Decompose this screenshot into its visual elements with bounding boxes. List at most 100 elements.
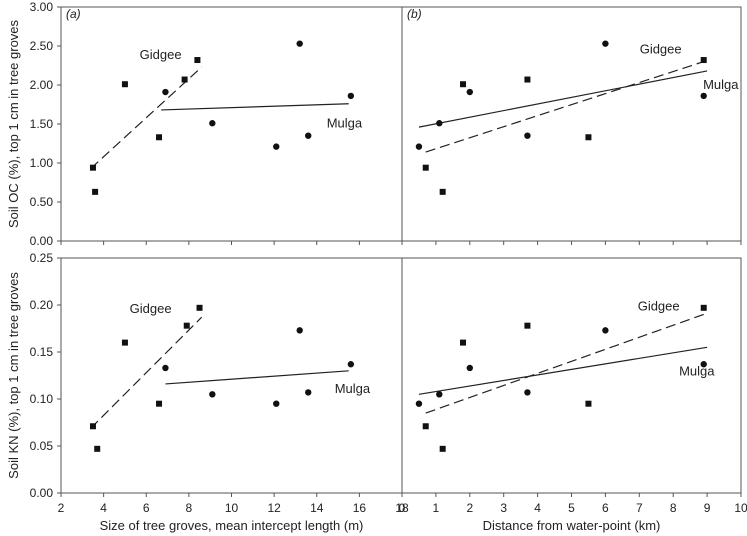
gidgee-point (156, 134, 163, 141)
gidgee-point (92, 188, 99, 195)
gidgee-point (439, 445, 446, 452)
gidgee-series-label: Gidgee (130, 301, 172, 316)
mulga-point (347, 92, 355, 100)
x-tick-label: 12 (267, 501, 281, 515)
x-tick-label: 6 (143, 501, 150, 515)
gidgee-series-label: Gidgee (640, 42, 682, 57)
y-tick-label: 0.20 (30, 298, 54, 312)
gidgee-point (524, 76, 531, 83)
y-tick-label: 2.00 (30, 78, 54, 92)
mulga-point (209, 391, 216, 398)
gidgee-trend-line (425, 313, 704, 414)
mulga-point (524, 389, 531, 396)
y-tick-label: 3.00 (30, 0, 54, 14)
x-tick-label: 4 (534, 501, 541, 515)
gidgee-point (121, 81, 128, 88)
x-tick-label: 4 (100, 501, 107, 515)
mulga-point (466, 364, 473, 372)
gidgee-trend-line (90, 66, 203, 169)
mulga-point (305, 132, 312, 139)
mulga-point (524, 132, 531, 139)
mulga-point (415, 143, 423, 150)
gidgee-trend-line (425, 61, 704, 153)
y-tick-label: 0.05 (30, 439, 54, 453)
gidgee-point (422, 164, 429, 171)
mulga-series-label: Mulga (679, 363, 715, 378)
x-tick-label: 9 (704, 501, 711, 515)
x-tick-label: 10 (225, 501, 239, 515)
gidgee-series-label: Gidgee (638, 298, 680, 313)
gidgee-point (94, 445, 101, 452)
gidgee-point (585, 400, 592, 407)
x-tick-label: 2 (58, 501, 65, 515)
gidgee-point (89, 423, 96, 430)
gidgee-point (700, 57, 707, 64)
x-axis-title: Distance from water-point (km) (483, 518, 661, 533)
mulga-trend-line (418, 70, 708, 128)
gidgee-point (460, 339, 467, 346)
y-tick-label: 1.50 (30, 117, 54, 131)
y-tick-label: 0.00 (30, 486, 54, 500)
y-tick-label: 0.50 (30, 195, 54, 209)
y-axis-title: Soil OC (%), top 1 cm in tree groves (6, 19, 21, 228)
mulga-series-label: Mulga (703, 77, 739, 92)
gidgee-point (181, 76, 188, 83)
mulga-point (273, 143, 280, 150)
y-tick-label: 2.50 (30, 39, 54, 53)
x-tick-label: 2 (466, 501, 473, 515)
mulga-series-label: Mulga (327, 116, 363, 131)
mulga-trend-line (165, 370, 349, 385)
mulga-point (273, 400, 280, 407)
y-tick-label: 0.10 (30, 392, 54, 406)
mulga-point (296, 40, 303, 47)
gidgee-point (121, 339, 128, 346)
x-tick-label: 1 (433, 501, 440, 515)
gidgee-point (700, 304, 707, 311)
mulga-series-label: Mulga (335, 381, 371, 396)
mulga-point (305, 389, 312, 396)
mulga-point (436, 120, 443, 127)
mulga-point (602, 40, 609, 47)
mulga-trend-line (418, 346, 708, 395)
y-axis-title: Soil KN (%), top 1 cm in tree groves (6, 272, 21, 479)
mulga-point (466, 88, 473, 96)
gidgee-point (196, 304, 203, 311)
mulga-point (436, 391, 443, 398)
mulga-point (602, 327, 609, 334)
gidgee-point (585, 134, 592, 141)
panel-label: (a) (66, 7, 81, 21)
y-tick-label: 0.00 (30, 234, 54, 248)
x-axis-title: Size of tree groves, mean intercept leng… (100, 518, 364, 533)
x-tick-label: 8 (186, 501, 193, 515)
gidgee-trend-line (90, 316, 203, 429)
mulga-point (162, 364, 169, 372)
x-tick-label: 3 (500, 501, 507, 515)
y-tick-label: 0.25 (30, 251, 54, 265)
panel-label: (b) (407, 7, 422, 21)
x-tick-label: 5 (568, 501, 575, 515)
gidgee-point (89, 164, 96, 171)
x-tick-label: 6 (602, 501, 609, 515)
gidgee-point (439, 188, 446, 195)
mulga-point (162, 88, 169, 96)
x-tick-label: 0 (399, 501, 406, 515)
mulga-point (700, 92, 707, 100)
gidgee-point (194, 57, 201, 64)
x-tick-label: 14 (310, 501, 324, 515)
gidgee-series-label: Gidgee (140, 47, 182, 62)
y-tick-label: 0.15 (30, 345, 54, 359)
mulga-point (209, 120, 216, 127)
x-tick-label: 16 (353, 501, 367, 515)
x-tick-label: 7 (636, 501, 643, 515)
panel-frame (401, 6, 742, 242)
gidgee-point (422, 423, 429, 430)
y-tick-label: 1.00 (30, 156, 54, 170)
x-tick-label: 8 (670, 501, 677, 515)
gidgee-point (524, 322, 531, 329)
mulga-point (415, 400, 423, 407)
x-tick-label: 18 (395, 501, 409, 515)
mulga-point (347, 361, 355, 368)
mulga-point (700, 361, 707, 368)
gidgee-point (460, 81, 467, 88)
